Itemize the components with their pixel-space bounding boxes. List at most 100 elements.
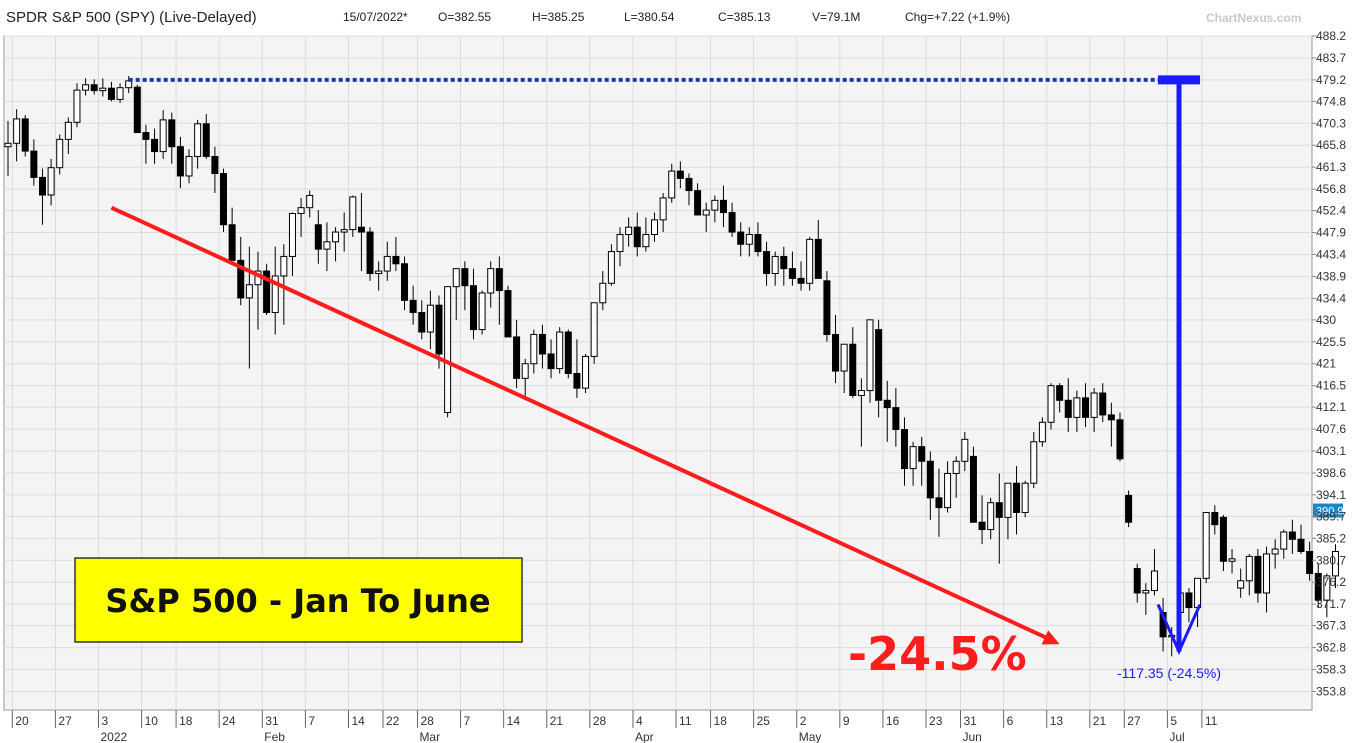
candle-body: [814, 238, 822, 279]
x-tick-label: 11: [679, 714, 692, 728]
change-value: Chg=+7.22 (+1.9%): [905, 10, 1011, 24]
y-tick-label: 461.3: [1316, 160, 1346, 174]
symbol-title: SPDR S&P 500 (SPY) (Live-Delayed): [6, 9, 257, 26]
candle-body: [73, 89, 81, 123]
candle-body: [745, 233, 753, 245]
candle: [504, 285, 512, 338]
y-tick-label: 416.5: [1316, 379, 1346, 393]
candle-body: [961, 438, 969, 462]
candle-body: [754, 233, 762, 253]
candle: [426, 290, 434, 350]
candle-body: [383, 255, 391, 272]
y-tick-label: 434.4: [1316, 291, 1346, 305]
candle-body: [909, 446, 917, 470]
x-tick-label: 14: [351, 714, 365, 728]
y-tick-label: 407.6: [1316, 422, 1346, 436]
candle-body: [280, 255, 288, 277]
candle: [1280, 529, 1288, 559]
chart-header: SPDR S&P 500 (SPY) (Live-Delayed) 15/07/…: [0, 0, 1358, 36]
candle-body: [952, 460, 960, 474]
candle: [202, 114, 210, 159]
candle-body: [185, 155, 193, 177]
candle: [788, 251, 796, 286]
candle-body: [1280, 531, 1288, 550]
candle: [495, 256, 503, 325]
candle-body: [495, 268, 503, 292]
x-tick-label: 3: [102, 714, 109, 728]
candle: [1202, 511, 1210, 584]
x-period-label: 2022: [101, 730, 128, 743]
candle: [866, 319, 874, 403]
candle: [151, 128, 159, 164]
y-tick-label: 353.8: [1316, 684, 1346, 698]
candle-body: [590, 302, 598, 357]
candle: [323, 222, 331, 272]
y-tick-label: 443.4: [1316, 247, 1346, 261]
candle: [995, 473, 1003, 564]
candle-body: [694, 190, 702, 216]
y-tick-label: 389.7: [1316, 509, 1346, 523]
candle: [935, 468, 943, 537]
candle: [306, 190, 314, 218]
candle: [711, 195, 719, 223]
x-period-label: Feb: [264, 730, 285, 743]
x-tick-label: 14: [507, 714, 521, 728]
candle: [185, 149, 193, 184]
candle-body: [1142, 590, 1150, 594]
candle: [30, 139, 38, 186]
candle-body: [435, 304, 443, 355]
candle-body: [1297, 538, 1305, 552]
candle: [176, 136, 184, 189]
x-tick-label: 21: [1093, 714, 1107, 728]
candle: [694, 183, 702, 216]
candle-body: [900, 429, 908, 470]
candle: [1297, 524, 1305, 554]
y-tick-label: 385.2: [1316, 531, 1346, 545]
candle: [64, 117, 72, 155]
candle: [280, 244, 288, 325]
candle-body: [1064, 399, 1072, 418]
x-tick-label: 7: [308, 714, 315, 728]
candle: [814, 219, 822, 279]
candle: [1185, 588, 1193, 623]
y-tick-label: 421: [1316, 357, 1336, 371]
candle: [668, 163, 676, 203]
candle: [771, 251, 779, 286]
candle: [840, 343, 848, 393]
candle-body: [538, 333, 546, 355]
x-tick-label: 20: [15, 714, 29, 728]
candle: [4, 120, 12, 176]
candle: [90, 79, 98, 95]
candle: [237, 236, 245, 306]
candle-body: [349, 196, 357, 231]
candle: [159, 110, 167, 159]
candle-body: [1245, 555, 1253, 582]
candle-body: [133, 86, 141, 134]
candle: [1150, 549, 1158, 596]
candle-body: [676, 170, 684, 179]
candle: [780, 246, 788, 286]
candle: [375, 261, 383, 291]
y-tick-label: 376.2: [1316, 575, 1346, 589]
candle: [1013, 466, 1021, 535]
candle: [349, 195, 357, 237]
candle-body: [159, 119, 167, 153]
candle: [582, 353, 590, 393]
candle: [521, 358, 529, 398]
candle-body: [1107, 414, 1115, 421]
candle-body: [1056, 385, 1064, 401]
candle: [21, 115, 29, 157]
x-tick-label: 10: [145, 714, 159, 728]
candle-body: [866, 319, 874, 392]
candle-body: [323, 241, 331, 250]
y-tick-label: 470.3: [1316, 116, 1346, 130]
candle-body: [521, 363, 529, 379]
candle-body: [452, 268, 460, 288]
candle: [978, 495, 986, 545]
candle-body: [1038, 421, 1046, 443]
y-tick-label: 479.2: [1316, 73, 1346, 87]
candle: [469, 268, 477, 340]
candle: [133, 84, 141, 134]
candle: [107, 81, 115, 102]
